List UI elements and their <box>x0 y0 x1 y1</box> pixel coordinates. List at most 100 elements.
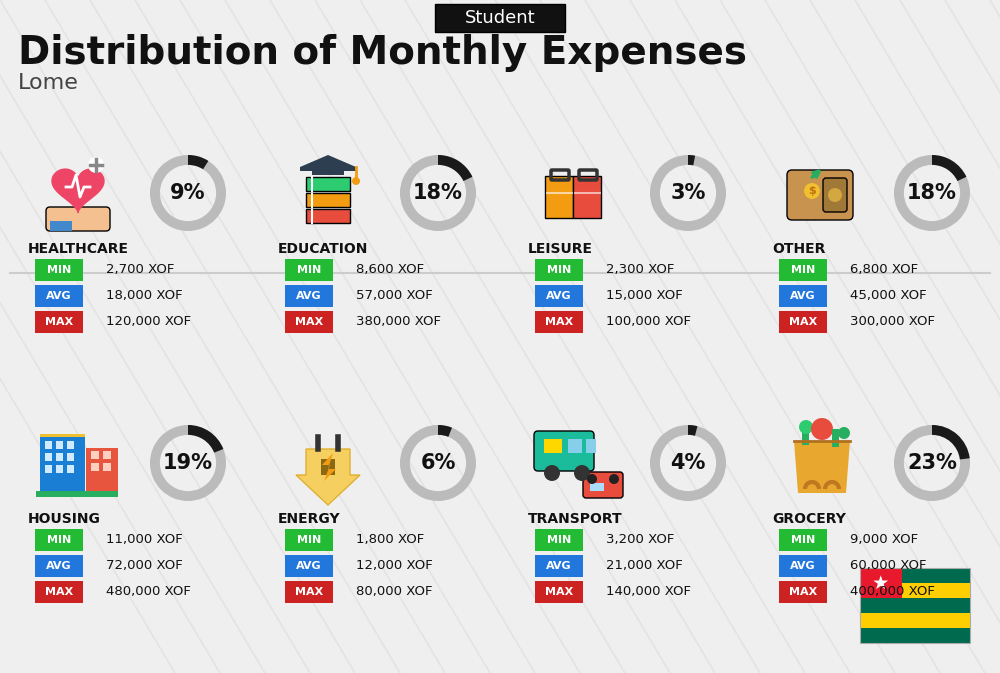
FancyBboxPatch shape <box>534 431 594 471</box>
Text: 18,000 XOF: 18,000 XOF <box>106 289 183 302</box>
Text: 23%: 23% <box>907 453 957 473</box>
Text: MIN: MIN <box>547 265 571 275</box>
Bar <box>40 434 85 437</box>
FancyBboxPatch shape <box>787 170 853 220</box>
FancyBboxPatch shape <box>779 311 827 333</box>
Wedge shape <box>894 155 970 231</box>
FancyBboxPatch shape <box>285 555 333 577</box>
FancyBboxPatch shape <box>535 259 583 281</box>
Text: AVG: AVG <box>296 291 322 301</box>
Text: 45,000 XOF: 45,000 XOF <box>850 289 927 302</box>
Circle shape <box>352 177 360 185</box>
FancyBboxPatch shape <box>285 581 333 603</box>
FancyBboxPatch shape <box>35 285 83 307</box>
FancyBboxPatch shape <box>779 581 827 603</box>
Bar <box>802 427 809 445</box>
Polygon shape <box>322 453 336 481</box>
Text: 6%: 6% <box>420 453 456 473</box>
Circle shape <box>544 465 560 481</box>
FancyBboxPatch shape <box>779 285 827 307</box>
Bar <box>56 453 63 461</box>
FancyBboxPatch shape <box>535 581 583 603</box>
Text: 18%: 18% <box>413 183 463 203</box>
Text: AVG: AVG <box>546 561 572 571</box>
Text: MAX: MAX <box>45 587 73 597</box>
Wedge shape <box>188 155 208 169</box>
Bar <box>860 568 970 643</box>
Text: EDUCATION: EDUCATION <box>278 242 368 256</box>
Text: MAX: MAX <box>789 317 817 327</box>
FancyBboxPatch shape <box>573 176 601 218</box>
Bar <box>860 598 970 613</box>
FancyBboxPatch shape <box>285 259 333 281</box>
Circle shape <box>587 474 597 484</box>
Text: 18%: 18% <box>907 183 957 203</box>
FancyBboxPatch shape <box>306 209 350 223</box>
Bar <box>860 583 970 598</box>
Bar <box>67 441 74 449</box>
Bar <box>568 439 582 453</box>
Text: 8,600 XOF: 8,600 XOF <box>356 264 424 277</box>
Text: 57,000 XOF: 57,000 XOF <box>356 289 433 302</box>
Text: AVG: AVG <box>546 291 572 301</box>
Circle shape <box>609 474 619 484</box>
FancyBboxPatch shape <box>285 285 333 307</box>
Text: MIN: MIN <box>791 535 815 545</box>
Text: ★: ★ <box>872 573 890 592</box>
Text: 11,000 XOF: 11,000 XOF <box>106 534 183 546</box>
Polygon shape <box>296 449 360 505</box>
Bar <box>321 459 335 475</box>
FancyBboxPatch shape <box>306 193 350 207</box>
Text: 19%: 19% <box>163 453 213 473</box>
Text: MAX: MAX <box>545 587 573 597</box>
FancyBboxPatch shape <box>46 207 110 231</box>
Bar <box>67 453 74 461</box>
Bar <box>586 439 596 453</box>
FancyBboxPatch shape <box>535 311 583 333</box>
Text: Distribution of Monthly Expenses: Distribution of Monthly Expenses <box>18 34 747 72</box>
Text: 3,200 XOF: 3,200 XOF <box>606 534 674 546</box>
Wedge shape <box>688 425 697 435</box>
FancyBboxPatch shape <box>285 529 333 551</box>
Bar <box>103 463 111 471</box>
Text: GROCERY: GROCERY <box>772 512 846 526</box>
Text: 72,000 XOF: 72,000 XOF <box>106 559 183 573</box>
Text: 21,000 XOF: 21,000 XOF <box>606 559 683 573</box>
Text: MAX: MAX <box>45 317 73 327</box>
Bar <box>590 483 604 491</box>
Text: Lome: Lome <box>18 73 79 93</box>
Bar <box>860 628 970 643</box>
Bar <box>86 448 118 493</box>
Text: 3%: 3% <box>670 183 706 203</box>
Circle shape <box>799 420 813 434</box>
Text: 300,000 XOF: 300,000 XOF <box>850 316 935 328</box>
Polygon shape <box>52 169 104 213</box>
Wedge shape <box>150 155 226 231</box>
FancyBboxPatch shape <box>535 529 583 551</box>
Text: 400,000 XOF: 400,000 XOF <box>850 586 935 598</box>
Polygon shape <box>300 155 356 167</box>
FancyBboxPatch shape <box>285 311 333 333</box>
Text: AVG: AVG <box>790 561 816 571</box>
FancyBboxPatch shape <box>779 555 827 577</box>
Wedge shape <box>400 425 476 501</box>
Bar <box>832 429 839 447</box>
Text: 4%: 4% <box>670 453 706 473</box>
Text: 15,000 XOF: 15,000 XOF <box>606 289 683 302</box>
Circle shape <box>574 465 590 481</box>
Bar <box>40 435 85 493</box>
Wedge shape <box>932 155 966 181</box>
Text: AVG: AVG <box>46 561 72 571</box>
Wedge shape <box>400 155 476 231</box>
Bar <box>860 613 970 628</box>
Text: LEISURE: LEISURE <box>528 242 593 256</box>
Text: 2,300 XOF: 2,300 XOF <box>606 264 674 277</box>
Text: HOUSING: HOUSING <box>28 512 101 526</box>
Polygon shape <box>794 441 850 493</box>
Text: 9%: 9% <box>170 183 206 203</box>
Text: OTHER: OTHER <box>772 242 825 256</box>
Bar <box>544 439 562 453</box>
Text: 140,000 XOF: 140,000 XOF <box>606 586 691 598</box>
Bar <box>860 568 902 598</box>
Text: MIN: MIN <box>547 535 571 545</box>
